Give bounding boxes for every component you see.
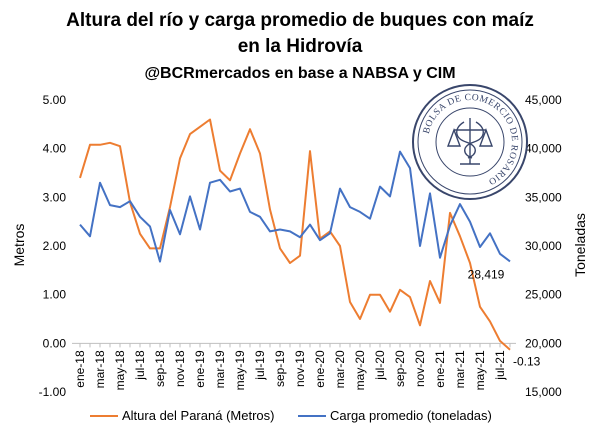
y-left-tick-label: 1.00 bbox=[43, 288, 67, 302]
x-tick-label: nov-19 bbox=[293, 350, 307, 387]
legend-label-carga: Carga promedio (toneladas) bbox=[330, 408, 492, 423]
y-right-tick-label: 45,000 bbox=[525, 93, 562, 107]
x-tick-label: mar-20 bbox=[333, 350, 347, 388]
x-tick-label: ene-19 bbox=[193, 350, 207, 388]
y-axis-left-label: Metros bbox=[11, 224, 27, 267]
x-tick-label: sep-20 bbox=[393, 350, 407, 387]
x-tick-label: jul-21 bbox=[493, 350, 507, 381]
x-tick-label: ene-20 bbox=[313, 350, 327, 388]
y-left-tick-label: 2.00 bbox=[43, 239, 67, 253]
y-right-tick-label: 20,000 bbox=[525, 336, 562, 350]
y-axis-right-label: Toneladas bbox=[572, 213, 588, 277]
y-right-tick-label: 35,000 bbox=[525, 190, 562, 204]
chart-subtitle: @BCRmercados en base a NABSA y CIM bbox=[144, 65, 455, 82]
x-tick-label: jul-18 bbox=[133, 350, 147, 381]
x-tick-label: may-18 bbox=[113, 350, 127, 390]
y-left-tick-label: 0.00 bbox=[43, 336, 67, 350]
x-tick-label: mar-19 bbox=[213, 350, 227, 388]
x-tick-label: jul-20 bbox=[373, 350, 387, 381]
x-tick-label: jul-19 bbox=[253, 350, 267, 381]
x-tick-label: may-19 bbox=[233, 350, 247, 390]
y-left-tick-label: -1.00 bbox=[39, 385, 67, 399]
x-tick-label: nov-20 bbox=[413, 350, 427, 387]
chart-title: Altura del río y carga promedio de buque… bbox=[66, 10, 534, 31]
x-tick-label: ene-21 bbox=[433, 350, 447, 388]
y-left-tick-label: 5.00 bbox=[43, 93, 67, 107]
x-tick-label: mar-21 bbox=[453, 350, 467, 388]
y-right-tick-label: 40,000 bbox=[525, 142, 562, 156]
x-tick-label: may-20 bbox=[353, 350, 367, 390]
x-tick-label: ene-18 bbox=[73, 350, 87, 388]
chart: Altura del río y carga promedio de buque… bbox=[0, 0, 600, 435]
data-label-altura-end: -0.13 bbox=[513, 355, 541, 369]
x-tick-label: nov-18 bbox=[173, 350, 187, 387]
legend-label-altura: Altura del Paraná (Metros) bbox=[122, 408, 274, 423]
x-tick-label: may-21 bbox=[473, 350, 487, 390]
y-right-tick-label: 15,000 bbox=[525, 385, 562, 399]
y-right-tick-label: 30,000 bbox=[525, 239, 562, 253]
y-left-tick-label: 4.00 bbox=[43, 142, 67, 156]
x-tick-label: sep-18 bbox=[153, 350, 167, 387]
chart-title-line2: en la Hidrovía bbox=[238, 36, 363, 57]
bcr-seal-logo: BOLSA DE COMERCIO DE ROSARIO bbox=[413, 85, 527, 199]
x-tick-label: mar-18 bbox=[93, 350, 107, 388]
data-label-carga-end: 28,419 bbox=[468, 267, 505, 281]
y-left-tick-label: 3.00 bbox=[43, 190, 67, 204]
x-tick-label: sep-19 bbox=[273, 350, 287, 387]
y-right-tick-label: 25,000 bbox=[525, 288, 562, 302]
